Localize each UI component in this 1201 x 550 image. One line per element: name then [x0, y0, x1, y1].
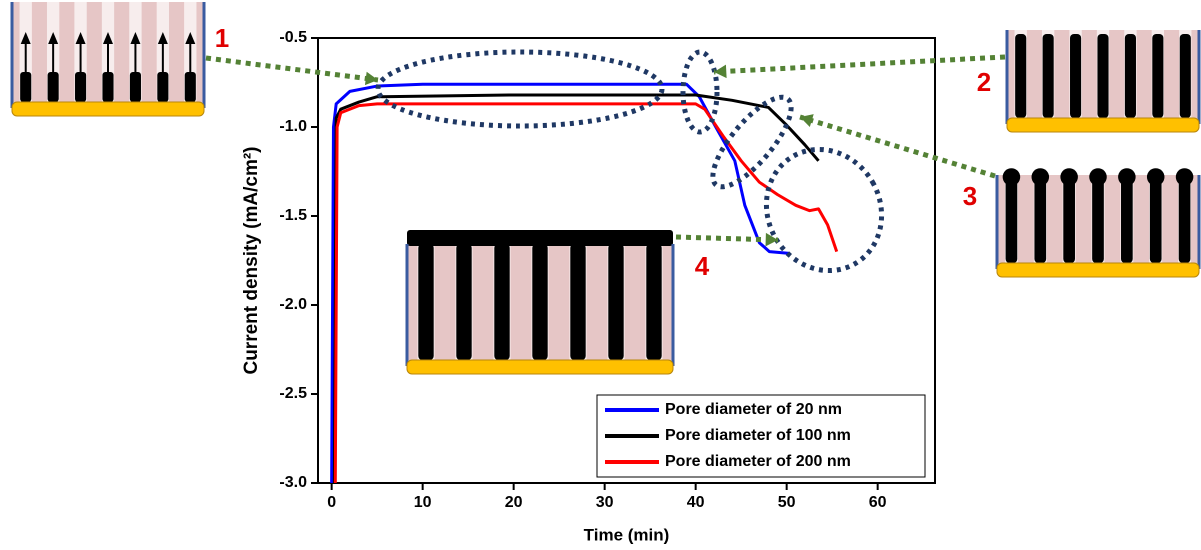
- series-line: [333, 102, 839, 484]
- rod: [608, 244, 624, 360]
- rod: [1178, 179, 1191, 263]
- arrow-head: [48, 32, 59, 44]
- x-tick-label: 20: [505, 494, 523, 511]
- highlight-ellipse: [375, 49, 665, 129]
- pore-illustration: [995, 168, 1201, 278]
- x-tick-label: 0: [327, 494, 336, 511]
- rod: [456, 244, 472, 360]
- rod: [1042, 34, 1054, 118]
- rod-cap: [1002, 168, 1021, 186]
- substrate: [406, 359, 674, 375]
- rod-cap: [1118, 168, 1136, 186]
- y-tick-label: -0.5: [279, 29, 307, 46]
- illustrations: [10, 2, 1201, 375]
- rod-cap: [1089, 168, 1107, 186]
- series-line: [330, 82, 790, 484]
- substrate: [11, 101, 205, 117]
- y-tick-label: -2.5: [279, 385, 307, 402]
- x-tick-label: 60: [869, 494, 887, 511]
- x-tick-label: 30: [596, 494, 614, 511]
- rod: [75, 72, 87, 102]
- arrow-head: [130, 32, 141, 44]
- rod: [494, 244, 510, 360]
- highlight-ellipse: [680, 49, 720, 135]
- annotation-number: 2: [977, 67, 991, 97]
- annotation-number: 1: [215, 23, 229, 53]
- y-tick-label: -3.0: [279, 474, 307, 491]
- rod: [1121, 179, 1133, 263]
- pointer-line: [675, 234, 779, 243]
- arrow-head: [157, 32, 168, 44]
- rod: [20, 72, 32, 102]
- highlight-ellipse: [710, 94, 794, 190]
- rod: [1063, 179, 1075, 263]
- y-tick-label: -1.0: [279, 118, 307, 135]
- overgrowth: [407, 230, 673, 246]
- arrow-head: [185, 32, 196, 44]
- rod: [1015, 34, 1027, 118]
- annotation-number: 4: [695, 251, 710, 281]
- rod: [1092, 179, 1104, 263]
- rod: [1097, 34, 1109, 118]
- y-tick-label: -2.0: [279, 296, 307, 313]
- pointer-line: [713, 54, 1006, 75]
- pointer-head: [714, 64, 727, 79]
- rod: [1179, 34, 1191, 118]
- pointer-head: [364, 71, 378, 86]
- arrow-head: [75, 32, 86, 44]
- rod-cap: [1175, 168, 1194, 186]
- rod: [1124, 34, 1136, 118]
- plot-area: [317, 37, 936, 484]
- arrow-head: [103, 32, 113, 44]
- substrate: [1006, 117, 1200, 133]
- y-tick-label: -1.5: [279, 207, 307, 224]
- pore-illustration: [405, 230, 675, 375]
- substrate: [996, 262, 1200, 278]
- highlight-ellipse: [763, 146, 885, 274]
- pore-illustration: [10, 2, 206, 117]
- legend-label: Pore diameter of 20 nm: [665, 401, 842, 418]
- pore-illustration: [1005, 30, 1201, 133]
- rod-cap: [1031, 168, 1050, 186]
- pointer-line: [205, 55, 379, 83]
- rod: [129, 72, 141, 102]
- x-tick-label: 40: [687, 494, 705, 511]
- y-axis-label: Current density (mA/cm²): [241, 146, 262, 374]
- rod: [1034, 179, 1047, 263]
- pointer-line: [799, 114, 996, 179]
- rod: [532, 244, 548, 360]
- overlays: 1 2 3 4: [205, 23, 1006, 281]
- rod: [1070, 34, 1082, 118]
- rod-cap: [1146, 168, 1165, 186]
- rod: [47, 72, 59, 102]
- rod: [570, 244, 586, 360]
- rod: [1152, 34, 1164, 118]
- series-line: [332, 93, 820, 484]
- arrow-head: [20, 32, 31, 44]
- x-tick-label: 10: [414, 494, 432, 511]
- legend-label: Pore diameter of 200 nm: [665, 453, 851, 470]
- annotation-number: 3: [963, 181, 977, 211]
- rod: [646, 244, 662, 360]
- rod: [1149, 179, 1162, 263]
- x-tick-label: 50: [778, 494, 796, 511]
- pointer-head: [765, 232, 778, 247]
- x-axis-label: Time (min): [584, 525, 670, 544]
- rod: [102, 72, 114, 102]
- rod-cap: [1060, 168, 1078, 186]
- rod: [1005, 179, 1018, 263]
- rod: [157, 72, 169, 102]
- rod: [184, 72, 196, 102]
- plot: 0 10 20 30 40 50 60 -0.5 -1.0 -1.5 -2.0 -2.5 -3.0 Tim…: [241, 29, 936, 544]
- rod: [418, 244, 434, 360]
- legend-label: Pore diameter of 100 nm: [665, 427, 851, 444]
- pointer-head: [800, 114, 814, 127]
